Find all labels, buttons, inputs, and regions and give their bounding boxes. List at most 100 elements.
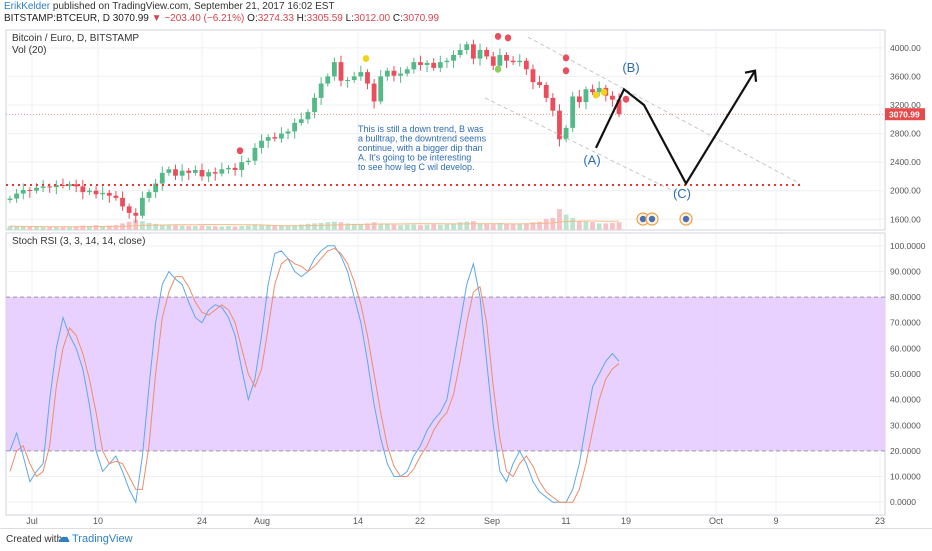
- event-marker: [600, 88, 608, 96]
- author-link[interactable]: ErikKelder: [4, 1, 51, 12]
- tradingview-brand[interactable]: TradingView: [72, 533, 133, 545]
- x-tick-label: 23: [875, 516, 885, 526]
- candle-body: [384, 70, 390, 77]
- event-marker: [504, 34, 512, 42]
- annotation-text-line: This is still a down trend, B was: [358, 124, 484, 134]
- wave-label: (C): [673, 186, 691, 201]
- volume-bar: [378, 223, 384, 230]
- volume-bar: [173, 225, 178, 230]
- volume-bar: [80, 225, 86, 230]
- high-label: H:: [296, 13, 307, 24]
- volume-bar: [563, 214, 569, 230]
- candle-body: [576, 96, 582, 103]
- volume-bar: [245, 225, 251, 230]
- close-label: C:: [392, 13, 403, 24]
- candle-body: [444, 60, 450, 63]
- stoch-tick-label: 80.0000: [890, 292, 921, 302]
- price-pane-title: Bitcoin / Euro, D, BITSTAMP: [12, 33, 139, 44]
- candle-body: [504, 55, 509, 61]
- stoch-tick-label: 100.0000: [890, 241, 926, 251]
- volume-bar: [159, 224, 165, 230]
- volume-bar: [133, 220, 139, 230]
- candle-body: [616, 99, 622, 115]
- candle-body: [272, 137, 278, 139]
- candle-body: [510, 60, 516, 63]
- stoch-band: [6, 297, 885, 451]
- elliott-wave-path: [595, 70, 756, 186]
- candle-body: [365, 72, 370, 84]
- last-price-tag: [885, 108, 925, 121]
- stoch-tick-label: 30.0000: [890, 420, 921, 430]
- stoch-d-line: [9, 247, 620, 503]
- volume-bar: [384, 224, 390, 230]
- volume-bar: [53, 226, 59, 230]
- candle-body: [457, 50, 463, 55]
- volume-bar: [265, 225, 271, 230]
- volume-bar: [444, 224, 450, 230]
- candle-body: [550, 97, 556, 111]
- price-tick-label: 2000.00: [890, 186, 921, 196]
- volume-bar: [358, 224, 364, 230]
- candle-body: [153, 183, 159, 193]
- candle-body: [523, 60, 529, 70]
- candle-body: [166, 169, 172, 173]
- volume-bar: [206, 226, 211, 230]
- volume-bar: [510, 224, 516, 230]
- chart-header: ErikKelder published on TradingView.com,…: [0, 0, 932, 26]
- price-tick-label: 1600.00: [890, 214, 921, 224]
- candle-body: [27, 190, 33, 191]
- candle-body: [610, 95, 615, 100]
- candle-body: [292, 122, 298, 132]
- candle-body: [424, 62, 430, 65]
- volume-ma-line: [9, 220, 620, 228]
- stoch-rsi: [6, 245, 885, 504]
- event-marker: [362, 55, 370, 63]
- x-tick-label: 9: [773, 516, 778, 526]
- published-text: published on TradingView.com, September …: [52, 1, 335, 12]
- candle-body: [106, 192, 112, 196]
- volume-bar: [537, 221, 542, 230]
- volume-bar: [192, 226, 198, 230]
- volume-bar: [530, 222, 536, 230]
- candle-body: [371, 83, 377, 102]
- channel-upper-line: [527, 36, 801, 185]
- wave-label: (B): [622, 60, 639, 75]
- price-pane: [5, 29, 886, 231]
- volume-bar: [431, 224, 437, 230]
- candle-body: [484, 50, 490, 57]
- candle-body: [431, 62, 437, 68]
- volume-bar: [73, 226, 79, 230]
- volume-bar: [411, 224, 417, 230]
- candle-body: [391, 70, 397, 76]
- volume-bar: [34, 226, 39, 230]
- candle-body: [530, 69, 536, 83]
- candle-body: [338, 62, 344, 81]
- volume-bar: [226, 226, 231, 230]
- candle-body: [199, 170, 205, 177]
- candle-body: [100, 192, 106, 195]
- x-tick-label: 24: [197, 516, 207, 526]
- candle-body: [285, 131, 291, 134]
- candle-body: [87, 190, 92, 193]
- volume-bar: [583, 221, 589, 230]
- volume-bar: [113, 225, 119, 230]
- volume-bar: [610, 222, 615, 230]
- candle-body: [557, 110, 562, 140]
- drawings: 3070.99 (A) (B) (C) This is still a down tre…: [6, 32, 925, 226]
- volume-bar: [292, 225, 298, 230]
- candle-body: [298, 119, 304, 123]
- volume-bar: [212, 226, 218, 230]
- candle-body: [245, 160, 251, 163]
- candle-body: [497, 55, 503, 66]
- volume-bar: [418, 225, 423, 230]
- candle-body: [226, 167, 231, 170]
- price-tick-label: 4000.00: [890, 43, 921, 53]
- volume-bar: [391, 224, 397, 230]
- candle-body: [186, 170, 192, 173]
- volume-bar: [471, 221, 476, 230]
- candle-body: [259, 140, 264, 148]
- volume-bar: [477, 223, 483, 230]
- volume-bar: [312, 223, 317, 230]
- event-marker: [622, 95, 630, 103]
- tradingview-cloud-icon: [58, 536, 70, 542]
